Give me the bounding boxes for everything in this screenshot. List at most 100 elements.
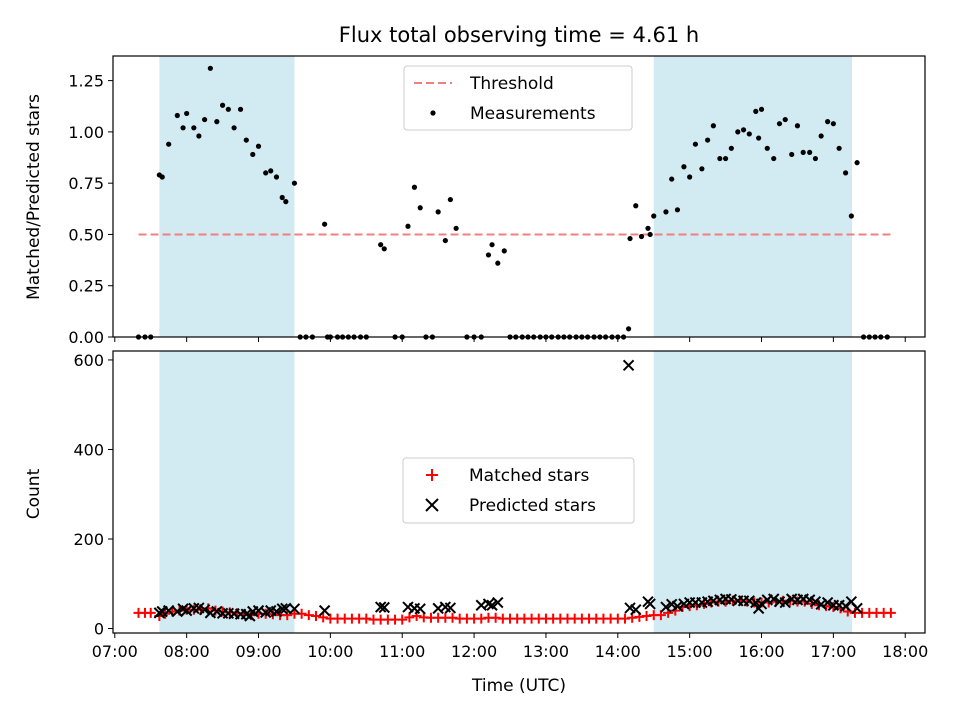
predicted-star-marker	[809, 595, 822, 608]
measurement-point	[782, 116, 788, 123]
predicted-star-marker	[171, 605, 184, 618]
measurement-point	[776, 121, 783, 127]
measurement-point	[651, 213, 657, 219]
top-y-tick-label: 0.75	[68, 174, 104, 193]
measurement-point	[159, 174, 165, 180]
bottom-axes-frame	[112, 350, 926, 634]
matched-star-marker	[145, 607, 156, 618]
measurement-point	[225, 106, 231, 112]
x-axis-label: Time (UTC)	[471, 676, 566, 696]
top-legend	[403, 65, 633, 131]
measurement-point	[735, 129, 741, 135]
measurement-point	[836, 145, 842, 151]
predicted-star-marker	[180, 604, 193, 617]
measurement-point	[184, 110, 190, 117]
measurement-point	[758, 106, 765, 112]
x-tick-label: 14:00	[595, 642, 641, 661]
measurement-point	[442, 237, 448, 244]
legend-label: Matched stars	[469, 466, 589, 486]
legend-label: Predicted stars	[469, 496, 596, 516]
predicted-star-marker	[486, 599, 498, 611]
chart-title: Flux total observing time = 4.61 h	[339, 23, 699, 47]
measurement-point	[196, 133, 202, 139]
x-tick-label: 10:00	[307, 642, 353, 661]
x-tick-label: 17:00	[810, 642, 856, 661]
predicted-star-marker	[630, 604, 642, 616]
measurement-point	[322, 221, 328, 227]
bottom-y-tick-label: 0	[94, 620, 104, 639]
measurement-point	[681, 164, 687, 170]
legend-label: Measurements	[470, 104, 596, 124]
measurement-point	[453, 225, 459, 231]
measurement-point	[381, 246, 387, 252]
measurement-point	[447, 196, 453, 203]
measurement-point	[645, 225, 651, 231]
measurement-point	[268, 168, 274, 174]
predicted-star-marker	[318, 604, 331, 617]
top-shaded-region	[653, 56, 853, 337]
top-y-tick-label: 1.00	[68, 123, 104, 142]
top-shaded-region	[159, 56, 295, 337]
predicted-star-marker	[622, 359, 635, 372]
measurement-point	[830, 121, 836, 127]
x-tick-label: 15:00	[667, 642, 713, 661]
predicted-star-marker	[644, 598, 656, 610]
measurement-point	[800, 149, 806, 156]
bottom-shaded-region	[653, 351, 853, 633]
predicted-star-marker	[743, 595, 756, 607]
measurement-point	[417, 205, 423, 211]
measurement-point	[705, 137, 711, 143]
measurement-point	[214, 119, 220, 125]
measurement-point	[625, 326, 632, 332]
x-tick-label: 08:00	[164, 642, 210, 661]
matched-star-marker	[885, 607, 896, 618]
matched-star-marker	[311, 610, 321, 621]
measurement-point	[807, 149, 813, 156]
measurement-point	[842, 170, 849, 176]
measurement-point	[174, 112, 180, 119]
measurement-point	[250, 151, 256, 158]
measurement-point	[674, 207, 681, 213]
measurement-point	[405, 223, 411, 229]
measurement-point	[633, 203, 639, 209]
measurement-point	[279, 194, 285, 201]
measurement-point	[638, 233, 645, 240]
bottom-y-axis-label: Count	[24, 468, 44, 519]
predicted-star-marker	[374, 601, 387, 613]
measurement-point	[489, 242, 495, 248]
measurement-point	[669, 176, 675, 182]
x-tick-label: 12:00	[451, 642, 497, 661]
matched-star-marker	[282, 610, 293, 621]
measurement-point	[501, 248, 507, 254]
measurement-point	[180, 125, 186, 131]
predicted-star-marker	[492, 596, 504, 609]
x-tick-label: 13:00	[523, 642, 569, 661]
predicted-star-marker	[198, 604, 211, 616]
predicted-star-marker	[444, 602, 457, 614]
predicted-star-marker	[815, 598, 827, 611]
top-y-tick-label: 0.25	[68, 277, 104, 296]
predicted-star-marker	[768, 593, 780, 605]
measurement-point	[728, 145, 734, 151]
measurement-point	[818, 133, 824, 139]
measurement-point	[435, 209, 441, 215]
measurement-point	[237, 106, 244, 112]
measurement-point	[627, 235, 633, 242]
predicted-star-marker	[821, 596, 834, 609]
measurement-point	[166, 141, 172, 147]
predicted-star-marker	[270, 605, 283, 618]
x-tick-label: 07:00	[92, 642, 138, 661]
predicted-star-marker	[414, 603, 426, 615]
matched-star-marker	[397, 614, 408, 625]
measurement-point	[378, 242, 384, 248]
matched-star-marker	[404, 612, 415, 623]
matched-star-marker	[318, 612, 329, 623]
measurement-point	[263, 170, 269, 176]
measurement-point	[687, 174, 693, 180]
bottom-y-tick-label: 600	[73, 351, 104, 370]
measurement-point	[207, 65, 213, 71]
measurement-point	[495, 260, 501, 266]
legend-label: Threshold	[469, 74, 554, 94]
measurement-point	[191, 125, 197, 131]
bottom-legend	[402, 457, 635, 524]
